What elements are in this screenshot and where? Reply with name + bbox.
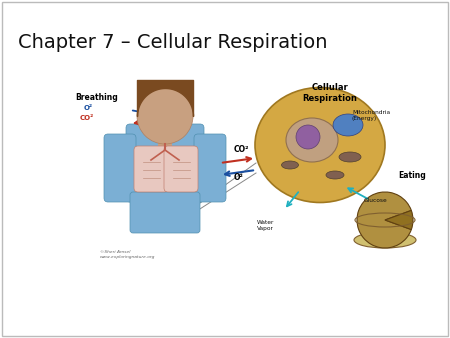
Wedge shape [385, 211, 413, 230]
Circle shape [296, 125, 320, 149]
Ellipse shape [339, 152, 361, 162]
Circle shape [137, 88, 193, 144]
Text: Cellular
Respiration: Cellular Respiration [302, 83, 357, 103]
Text: O²: O² [84, 105, 93, 111]
Text: ©Sheri Amsel
www.exploringnature.org: ©Sheri Amsel www.exploringnature.org [100, 250, 155, 259]
Ellipse shape [282, 161, 298, 169]
Ellipse shape [255, 88, 385, 202]
Text: Glucose: Glucose [363, 198, 387, 203]
FancyBboxPatch shape [130, 192, 200, 233]
FancyBboxPatch shape [104, 134, 136, 202]
FancyBboxPatch shape [158, 142, 172, 152]
FancyBboxPatch shape [164, 146, 198, 192]
Text: Eating: Eating [398, 171, 426, 180]
Text: CO²: CO² [234, 145, 249, 154]
Text: O²: O² [234, 173, 244, 182]
Text: CO²: CO² [80, 115, 94, 121]
Wedge shape [357, 192, 411, 248]
Ellipse shape [286, 118, 338, 162]
FancyBboxPatch shape [126, 124, 204, 202]
Ellipse shape [333, 114, 363, 136]
Text: Water
Vapor: Water Vapor [256, 220, 274, 231]
FancyBboxPatch shape [194, 134, 226, 202]
Text: Mitochondria
(Energy): Mitochondria (Energy) [352, 110, 390, 121]
Ellipse shape [354, 232, 416, 248]
Text: Chapter 7 – Cellular Respiration: Chapter 7 – Cellular Respiration [18, 33, 328, 52]
Text: Breathing: Breathing [75, 93, 118, 102]
FancyBboxPatch shape [134, 146, 168, 192]
Ellipse shape [326, 171, 344, 179]
